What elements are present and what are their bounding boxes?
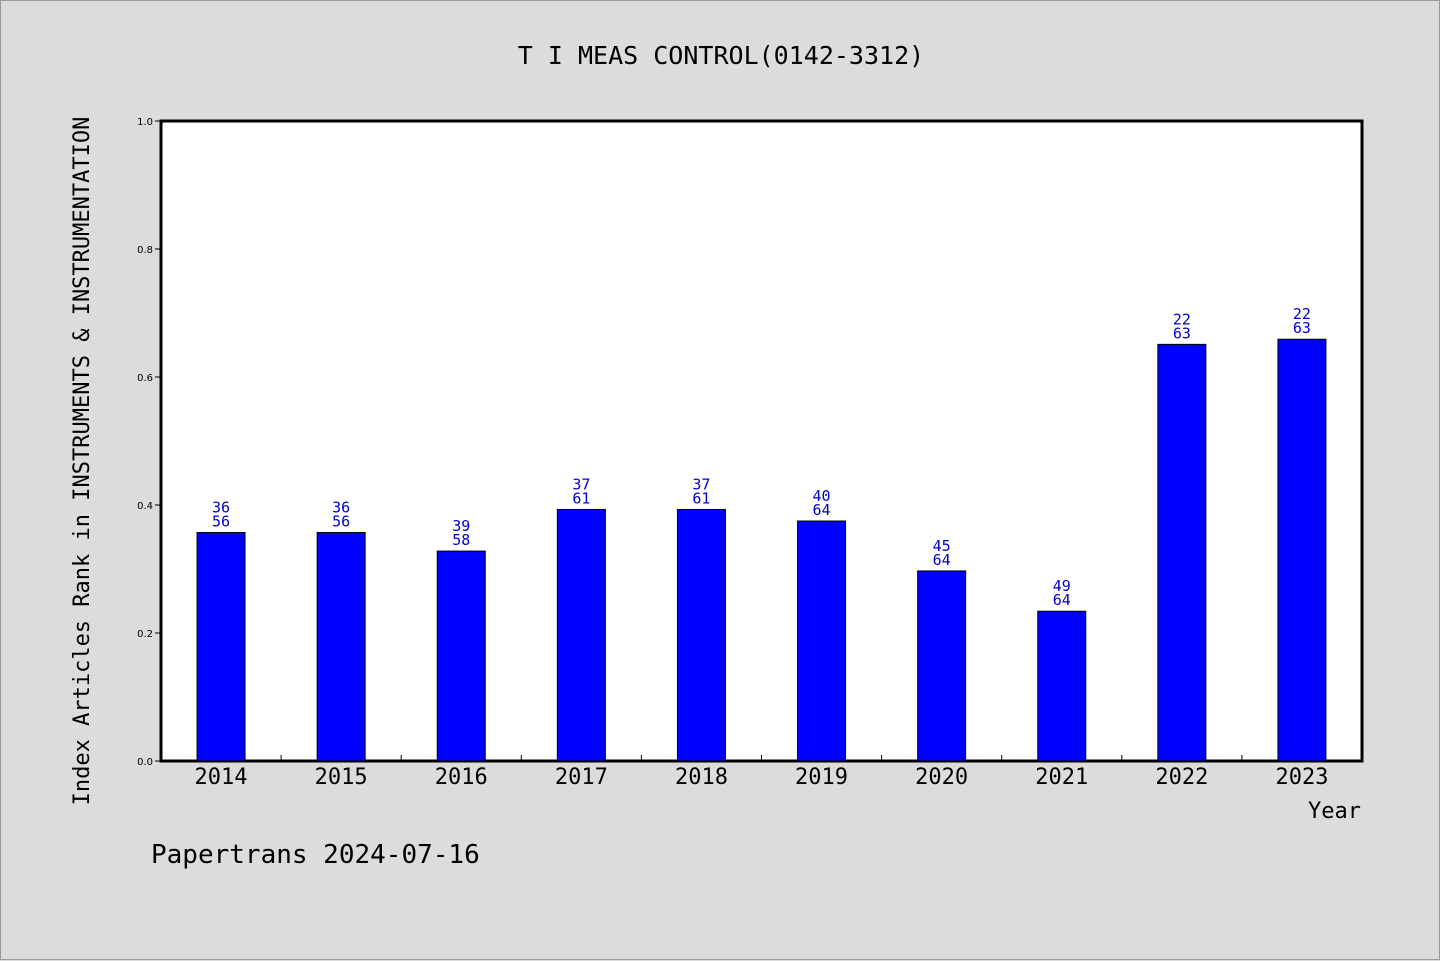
bar-rank-label: 22 xyxy=(1293,305,1311,323)
bar-total-label: 63 xyxy=(1173,324,1191,342)
x-tick-label: 2022 xyxy=(1155,765,1208,790)
x-tick-label: 2023 xyxy=(1275,765,1328,790)
x-tick-label: 2015 xyxy=(315,765,368,790)
x-tick-label: 2021 xyxy=(1035,765,1088,790)
y-tick-label: 0.2 xyxy=(137,629,153,640)
bars-group xyxy=(196,338,1327,762)
y-tick-label: 0.0 xyxy=(137,757,153,768)
bar-total-label: 64 xyxy=(813,501,831,519)
bar-total-label: 58 xyxy=(452,531,470,549)
x-axis: 2014 2015 2016 2017 2018 2019 2020 2021 2022 2023 xyxy=(195,755,1328,790)
bar-2023 xyxy=(1277,338,1327,762)
y-tick-label: 0.4 xyxy=(137,501,153,512)
bar-rank-label: 40 xyxy=(813,487,831,505)
y-axis: 0.0 0.2 0.4 0.6 0.8 1.0 xyxy=(137,117,161,768)
bar-total-label: 61 xyxy=(692,489,710,507)
bar-2015 xyxy=(316,532,366,762)
bar-total-label: 61 xyxy=(572,489,590,507)
bar-rank-label: 39 xyxy=(452,517,470,535)
bar-2016 xyxy=(436,550,486,762)
bar-rank-label: 45 xyxy=(933,537,951,555)
bar-2017 xyxy=(556,508,606,762)
x-tick-label: 2018 xyxy=(675,765,728,790)
x-tick-label: 2020 xyxy=(915,765,968,790)
chart-title: T I MEAS CONTROL(0142-3312) xyxy=(518,41,924,70)
y-axis-title: Index Articles Rank in INSTRUMENTS & INS… xyxy=(70,117,95,806)
x-tick-label: 2014 xyxy=(195,765,248,790)
bar-rank-label: 36 xyxy=(212,499,230,517)
bar-2018 xyxy=(676,508,726,762)
y-tick-label: 0.6 xyxy=(137,373,153,384)
bar-2021 xyxy=(1037,610,1087,762)
bar-total-label: 56 xyxy=(332,513,350,531)
bar-2019 xyxy=(797,520,847,762)
bar-rank-label: 36 xyxy=(332,499,350,517)
x-axis-title: Year xyxy=(1308,799,1361,824)
bar-2014 xyxy=(196,532,246,762)
bar-rank-label: 37 xyxy=(572,475,590,493)
bar-rank-label: 37 xyxy=(692,475,710,493)
bar-2020 xyxy=(917,570,967,762)
bar-total-label: 64 xyxy=(1053,591,1071,609)
x-tick-label: 2016 xyxy=(435,765,488,790)
y-tick-label: 0.8 xyxy=(137,245,153,256)
bar-rank-label: 49 xyxy=(1053,577,1071,595)
bar-total-label: 63 xyxy=(1293,319,1311,337)
bar-rank-label: 22 xyxy=(1173,310,1191,328)
x-tick-label: 2019 xyxy=(795,765,848,790)
x-tick-label: 2017 xyxy=(555,765,608,790)
bar-2022 xyxy=(1157,343,1207,762)
bar-total-label: 64 xyxy=(933,551,951,569)
footer-credit: Papertrans 2024-07-16 xyxy=(151,840,480,870)
y-tick-label: 1.0 xyxy=(137,117,153,128)
bar-total-label: 56 xyxy=(212,513,230,531)
